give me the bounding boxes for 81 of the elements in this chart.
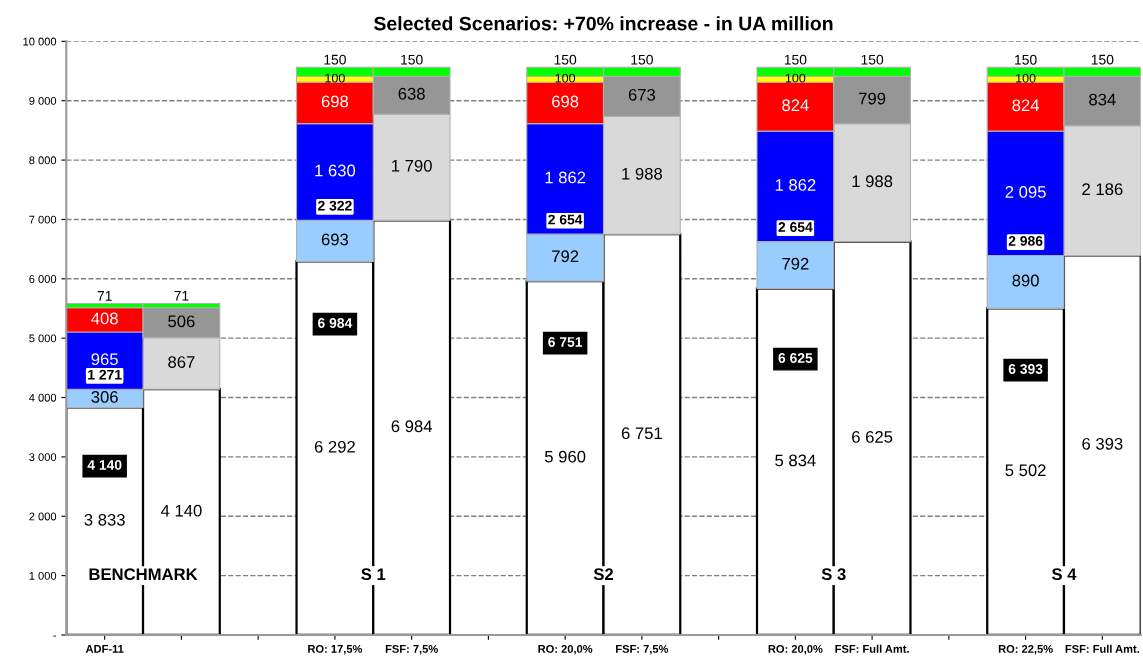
data-label: 698: [552, 95, 579, 108]
data-label: 5 834: [775, 454, 816, 467]
y-tick-label: -: [53, 635, 57, 637]
data-label: 1 862: [775, 179, 816, 191]
data-label: 5 960: [544, 450, 586, 463]
data-label: 506: [168, 315, 195, 328]
data-label: 6 292: [314, 440, 355, 453]
y-tick-label: 7 000: [29, 215, 57, 224]
data-label: 6 984: [391, 420, 433, 433]
data-label: 6 393: [1082, 437, 1123, 450]
x-tick-label: RO: 22,5%: [998, 645, 1053, 655]
data-label: 638: [398, 87, 425, 100]
annotation: S 3: [821, 568, 846, 581]
annotation: BENCHMARK: [89, 568, 198, 581]
data-label: 71: [97, 291, 112, 301]
data-label: 408: [91, 312, 118, 325]
x-tick-label: RO: 20,0%: [768, 645, 823, 655]
data-label: 150: [784, 54, 807, 65]
data-label: 890: [1012, 274, 1039, 287]
y-tick-label: 3 000: [29, 453, 57, 462]
annotation: 6 984: [318, 318, 353, 328]
annotation: 6 625: [778, 353, 813, 363]
y-tick-label: 1 000: [29, 571, 57, 580]
y-tick-label: 10 000: [23, 37, 57, 46]
data-label: 6 751: [621, 427, 662, 440]
data-label: 693: [321, 233, 349, 246]
annotation: 2 986: [1008, 236, 1043, 246]
data-label: 150: [554, 54, 577, 65]
x-tick-label: FSF: Full Amt.: [1065, 644, 1140, 653]
data-label: 150: [1015, 54, 1037, 65]
data-label: 792: [552, 250, 579, 263]
data-label: 834: [1089, 93, 1116, 106]
data-label: 150: [861, 54, 884, 65]
chart-title: Selected Scenarios: +70% increase - in UA million: [373, 16, 833, 31]
data-label: 1 790: [392, 159, 432, 172]
data-label: 6 625: [852, 431, 893, 443]
annotation: 1 271: [88, 369, 122, 380]
y-tick-label: 8 000: [29, 156, 57, 165]
data-label: 150: [324, 54, 346, 65]
data-label: 4 140: [160, 504, 202, 517]
annotation: 6 393: [1008, 364, 1043, 374]
x-tick-label: RO: 17,5%: [308, 645, 363, 655]
data-label: 306: [91, 391, 118, 403]
x-tick-label: RO: 20,0%: [538, 645, 593, 655]
annotation: 4 140: [87, 459, 122, 470]
annotation: S 4: [1051, 568, 1077, 581]
data-label: 824: [782, 99, 809, 112]
annotation: S2: [593, 568, 614, 581]
data-label: 150: [1091, 54, 1114, 65]
annotation: 2 322: [318, 200, 352, 211]
annotation: 2 654: [548, 214, 583, 225]
y-tick-label: 2 000: [29, 512, 57, 521]
data-label: 150: [631, 54, 653, 65]
data-label: 698: [321, 95, 349, 108]
data-label: 5 502: [1005, 464, 1046, 477]
y-tick-label: 4 000: [29, 393, 57, 402]
annotation: 6 751: [548, 337, 583, 347]
y-tick-label: 5 000: [29, 334, 57, 343]
data-label: 673: [628, 88, 656, 101]
data-label: 867: [168, 356, 195, 368]
x-tick-label: ADF-11: [85, 645, 124, 653]
data-label: 799: [859, 92, 886, 105]
x-tick-label: FSF: 7,5%: [385, 645, 438, 655]
data-label: 1 862: [545, 171, 586, 184]
data-label: 824: [1012, 99, 1040, 112]
x-tick-label: FSF: 7,5%: [616, 645, 669, 655]
annotation: 2 654: [778, 222, 813, 232]
data-label: 1 630: [315, 164, 356, 177]
data-label: 1 988: [852, 175, 893, 188]
data-label: 150: [401, 54, 423, 65]
x-tick-label: FSF: Full Amt.: [835, 644, 909, 653]
annotation: S 1: [361, 568, 386, 581]
y-tick-label: 9 000: [29, 96, 57, 105]
data-label: 3 833: [84, 513, 125, 526]
data-label: 1 988: [622, 167, 663, 180]
y-tick-label: 6 000: [29, 275, 57, 283]
data-label: 792: [782, 257, 809, 270]
data-label: 965: [91, 353, 118, 366]
data-label: 2 186: [1082, 183, 1123, 196]
data-label: 71: [174, 291, 189, 301]
data-label: 2 095: [1005, 186, 1046, 198]
